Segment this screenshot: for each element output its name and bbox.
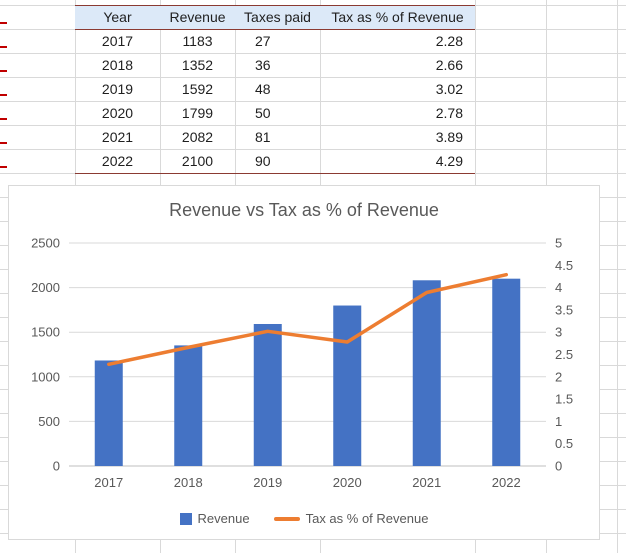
legend-label-revenue: Revenue — [197, 511, 250, 526]
chart-panel[interactable]: 0 500 1000 1500 2000 2500 0 0.5 1 1.5 2 2.5 3 3.5 4 4.5… — [8, 185, 600, 540]
x-axis-category-label: 2022 — [492, 475, 521, 490]
table-cell[interactable]: 50 — [255, 105, 271, 121]
table-border-line — [75, 173, 475, 174]
table-header-cell-revenue[interactable]: Revenue — [169, 9, 226, 25]
table-cell[interactable]: 1799 — [181, 105, 214, 121]
table-row: 2017 1183 27 2.28 — [75, 29, 475, 53]
table-cell[interactable]: 2100 — [181, 153, 214, 169]
table-cell[interactable]: 81 — [255, 129, 271, 145]
data-table: Year Revenue Taxes paid Tax as % of Reve… — [75, 5, 475, 173]
table-cell[interactable]: 2020 — [101, 105, 134, 121]
sheet-gridline-horizontal — [0, 53, 626, 54]
left-axis-tick-label: 2000 — [31, 280, 60, 295]
revenue-bar-2022[interactable] — [492, 278, 521, 466]
right-axis-tick-label: 1 — [555, 414, 562, 429]
chart-title[interactable]: Revenue vs Tax as % of Revenue — [169, 200, 439, 220]
revenue-bar-2019[interactable] — [253, 323, 282, 466]
x-axis-category-label: 2017 — [94, 475, 123, 490]
red-row-marker — [0, 142, 7, 144]
red-row-marker — [0, 94, 7, 96]
red-row-marker — [0, 70, 7, 72]
table-cell[interactable]: 1183 — [182, 33, 213, 49]
table-cell[interactable]: 2021 — [101, 129, 134, 145]
red-row-marker — [0, 22, 7, 24]
x-axis-category-label: 2019 — [253, 475, 282, 490]
table-cell[interactable]: 2018 — [101, 57, 134, 73]
left-axis-tick-label: 500 — [38, 414, 60, 429]
right-axis-tick-label: 2.5 — [555, 347, 573, 362]
chart-legend: Revenue Tax as % of Revenue — [9, 511, 599, 526]
tax-percent-line[interactable] — [107, 272, 508, 367]
right-axis-tick-label: 0 — [555, 459, 562, 474]
table-cell[interactable]: 27 — [255, 33, 271, 49]
red-row-marker — [0, 118, 7, 120]
table-cell[interactable]: 2019 — [101, 81, 134, 97]
revenue-bar-2021[interactable] — [412, 280, 441, 466]
legend-swatch-tax-line-icon — [273, 516, 300, 521]
table-header-cell-taxpct[interactable]: Tax as % of Revenue — [331, 9, 464, 25]
table-cell[interactable]: 2017 — [101, 33, 134, 49]
table-row: 2022 2100 90 4.29 — [75, 149, 475, 173]
table-cell[interactable]: 4.29 — [435, 153, 463, 169]
table-header-cell-year[interactable]: Year — [103, 9, 132, 25]
table-header-row: Year Revenue Taxes paid Tax as % of Reve… — [75, 5, 475, 29]
table-cell[interactable]: 2.28 — [435, 33, 463, 49]
table-row: 2021 2082 81 3.89 — [75, 125, 475, 149]
table-border-line — [75, 29, 475, 30]
revenue-bar-2020[interactable] — [333, 305, 362, 466]
table-row: 2018 1352 36 2.66 — [75, 53, 475, 77]
right-axis-tick-label: 3.5 — [555, 302, 573, 317]
table-cell[interactable]: 2022 — [101, 153, 134, 169]
table-cell[interactable]: 90 — [255, 153, 271, 169]
table-cell[interactable]: 1592 — [181, 81, 214, 97]
left-axis-tick-label: 2500 — [31, 236, 60, 251]
table-cell[interactable]: 2.66 — [435, 57, 463, 73]
red-row-marker — [0, 166, 7, 168]
sheet-gridline-vertical — [617, 0, 618, 553]
table-cell[interactable]: 1352 — [181, 57, 214, 73]
table-cell[interactable]: 2082 — [181, 129, 214, 145]
revenue-bar-2017[interactable] — [94, 360, 123, 466]
left-axis-tick-label: 0 — [53, 459, 60, 474]
table-cell[interactable]: 36 — [255, 57, 271, 73]
left-axis-tick-label: 1500 — [31, 325, 60, 340]
table-cell[interactable]: 48 — [255, 81, 271, 97]
table-row: 2019 1592 48 3.02 — [75, 77, 475, 101]
sheet-gridline-horizontal — [0, 77, 626, 78]
chart-plot[interactable]: 0 500 1000 1500 2000 2500 0 0.5 1 1.5 2 2.5 3 3.5 4 4.5… — [9, 186, 601, 541]
table-cell[interactable]: 3.02 — [435, 81, 463, 97]
table-border-line — [75, 5, 475, 6]
legend-item-revenue[interactable]: Revenue — [179, 511, 250, 526]
x-axis-category-label: 2021 — [412, 475, 441, 490]
right-axis-tick-label: 1.5 — [555, 392, 573, 407]
red-row-marker — [0, 46, 7, 48]
right-axis-tick-label: 4 — [555, 280, 562, 295]
right-axis-tick-label: 2 — [555, 369, 562, 384]
table-cell[interactable]: 3.89 — [435, 129, 463, 145]
right-axis-tick-label: 3 — [555, 325, 562, 340]
x-axis-category-label: 2020 — [333, 475, 362, 490]
legend-item-tax-percent[interactable]: Tax as % of Revenue — [273, 511, 429, 526]
revenue-bar-2018[interactable] — [174, 345, 203, 466]
legend-swatch-revenue-icon — [179, 512, 192, 525]
right-axis-tick-label: 4.5 — [555, 258, 573, 273]
sheet-gridline-horizontal — [0, 101, 626, 102]
left-axis-tick-label: 1000 — [31, 369, 60, 384]
x-axis-category-label: 2018 — [174, 475, 203, 490]
legend-label-tax-percent: Tax as % of Revenue — [305, 511, 429, 526]
table-cell[interactable]: 2.78 — [435, 105, 463, 121]
right-axis-tick-label: 5 — [555, 236, 562, 251]
sheet-gridline-horizontal — [0, 149, 626, 150]
right-axis-tick-label: 0.5 — [555, 436, 573, 451]
table-header-cell-taxes[interactable]: Taxes paid — [244, 9, 311, 25]
table-row: 2020 1799 50 2.78 — [75, 101, 475, 125]
sheet-gridline-horizontal — [0, 125, 626, 126]
